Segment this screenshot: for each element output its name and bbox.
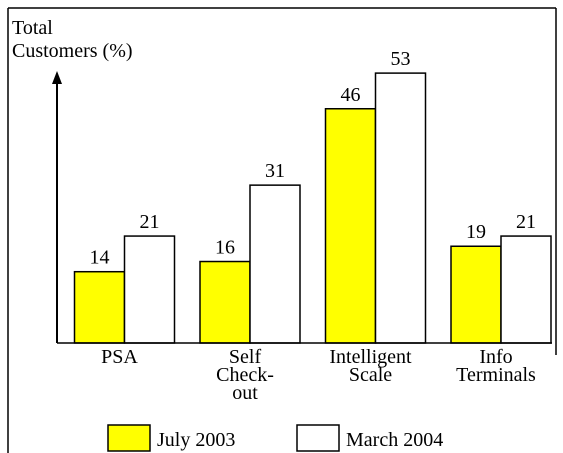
bar — [450, 245, 502, 344]
value-label: 31 — [265, 160, 285, 182]
value-label: 21 — [140, 211, 160, 233]
value-label: 21 — [516, 211, 536, 233]
y-axis-arrow — [52, 71, 62, 84]
bar — [249, 184, 301, 344]
bar — [500, 235, 552, 344]
value-label: 46 — [341, 84, 361, 106]
legend-label: March 2004 — [346, 429, 443, 451]
value-label: 19 — [466, 221, 486, 243]
y-axis-label: Total Customers (%) — [12, 17, 133, 62]
x-tick-label: PSA — [101, 346, 138, 368]
x-tick-label: Info Terminals — [456, 346, 536, 386]
value-label: 53 — [391, 48, 411, 70]
bar — [123, 235, 176, 344]
x-tick-label: Self Check-out — [216, 346, 274, 404]
legend-swatch — [296, 424, 340, 452]
x-tick-label: Intelligent Scale — [329, 346, 412, 386]
value-label: 14 — [90, 247, 110, 269]
legend-swatch — [107, 424, 151, 452]
bar — [324, 108, 377, 344]
legend-label: July 2003 — [157, 429, 235, 451]
value-label: 16 — [215, 237, 235, 259]
bar — [374, 72, 427, 344]
bar — [199, 260, 251, 344]
bar — [73, 270, 126, 344]
